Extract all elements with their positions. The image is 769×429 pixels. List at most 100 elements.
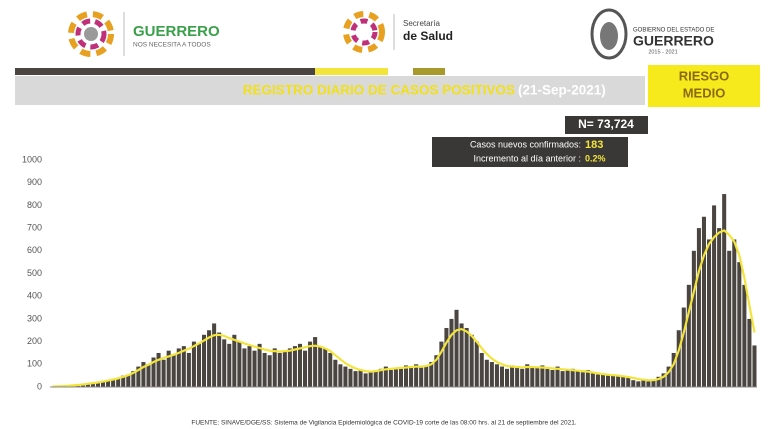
bar [156,352,161,387]
bar [540,365,545,387]
bar [631,380,636,387]
bar [247,346,252,387]
bar [196,343,201,387]
bar [101,381,106,387]
y-tick-label: 100 [27,359,42,369]
bar [222,339,227,387]
bar [686,284,691,387]
logo-center [84,27,98,41]
bar [136,366,141,387]
bar [232,334,237,387]
logo-seal [600,22,618,50]
logo-text: GUERRERO [633,33,714,49]
summary-box [432,137,628,167]
bar [171,355,176,387]
bar [95,382,100,387]
bar [328,352,333,387]
bar [424,366,429,387]
bar [227,343,232,387]
summary-value: 183 [585,139,603,151]
logo-title: GUERRERO [133,23,220,40]
bar [691,250,696,387]
bar [257,343,262,387]
logo-text: 2015 - 2021 [648,49,677,55]
logo-seal [590,8,628,60]
bar [277,352,282,387]
logo-text: de Salud [403,29,453,43]
bar [202,334,207,387]
bar [207,330,212,387]
bar [651,380,656,387]
bar [308,341,313,387]
bar [303,350,308,387]
bar [378,368,383,387]
bar [484,359,489,387]
bar [348,368,353,387]
bar [681,307,686,387]
bar [242,348,247,387]
summary-label: Casos nuevos confirmados: [470,139,581,149]
bar [434,355,439,387]
bar [373,371,378,387]
bar [429,362,434,387]
bar [282,350,287,387]
y-tick-label: 400 [27,291,42,301]
bar [459,323,464,387]
bar [272,348,277,387]
bar [191,341,196,387]
bar [333,359,338,387]
y-tick-label: 700 [27,222,42,232]
bar [292,346,297,387]
strip [15,68,315,75]
bar [106,380,111,387]
bar [520,368,525,387]
bar [600,373,605,387]
bar [131,371,136,387]
bar [116,377,121,387]
bar [80,384,85,387]
bar [641,380,646,387]
bar [676,330,681,387]
bar [186,352,191,387]
bar [297,343,302,387]
bar [343,366,348,387]
bar [611,374,616,387]
y-tick-label: 200 [27,336,42,346]
strip [413,68,445,75]
y-tick-label: 1000 [22,154,42,164]
bar [237,341,242,387]
y-tick-label: 500 [27,268,42,278]
bar [287,348,292,387]
logo-text: Secretaría [403,19,440,28]
bar [550,369,555,387]
bar [404,365,409,387]
bar [141,362,146,387]
bar [85,383,90,387]
bar [525,364,530,387]
bar [565,369,570,387]
bar [252,350,257,387]
bar [166,350,171,387]
bar [212,323,217,387]
banner-title: REGISTRO DIARIO DE CASOS POSITIVOS [243,83,515,98]
logo-guerrero [68,11,114,57]
bar [393,367,398,387]
bar [499,366,504,387]
bar [126,374,131,387]
risk-text: MEDIO [683,85,726,100]
bar [606,375,611,387]
bar [722,194,727,387]
bar [383,366,388,387]
bar [707,239,712,387]
bar [449,318,454,387]
bar [318,346,323,387]
bar [595,374,600,387]
bar [646,381,651,387]
bar [464,327,469,387]
bar [737,262,742,387]
risk-text: RIESGO [679,68,730,83]
bar [621,376,626,387]
bar [419,367,424,387]
